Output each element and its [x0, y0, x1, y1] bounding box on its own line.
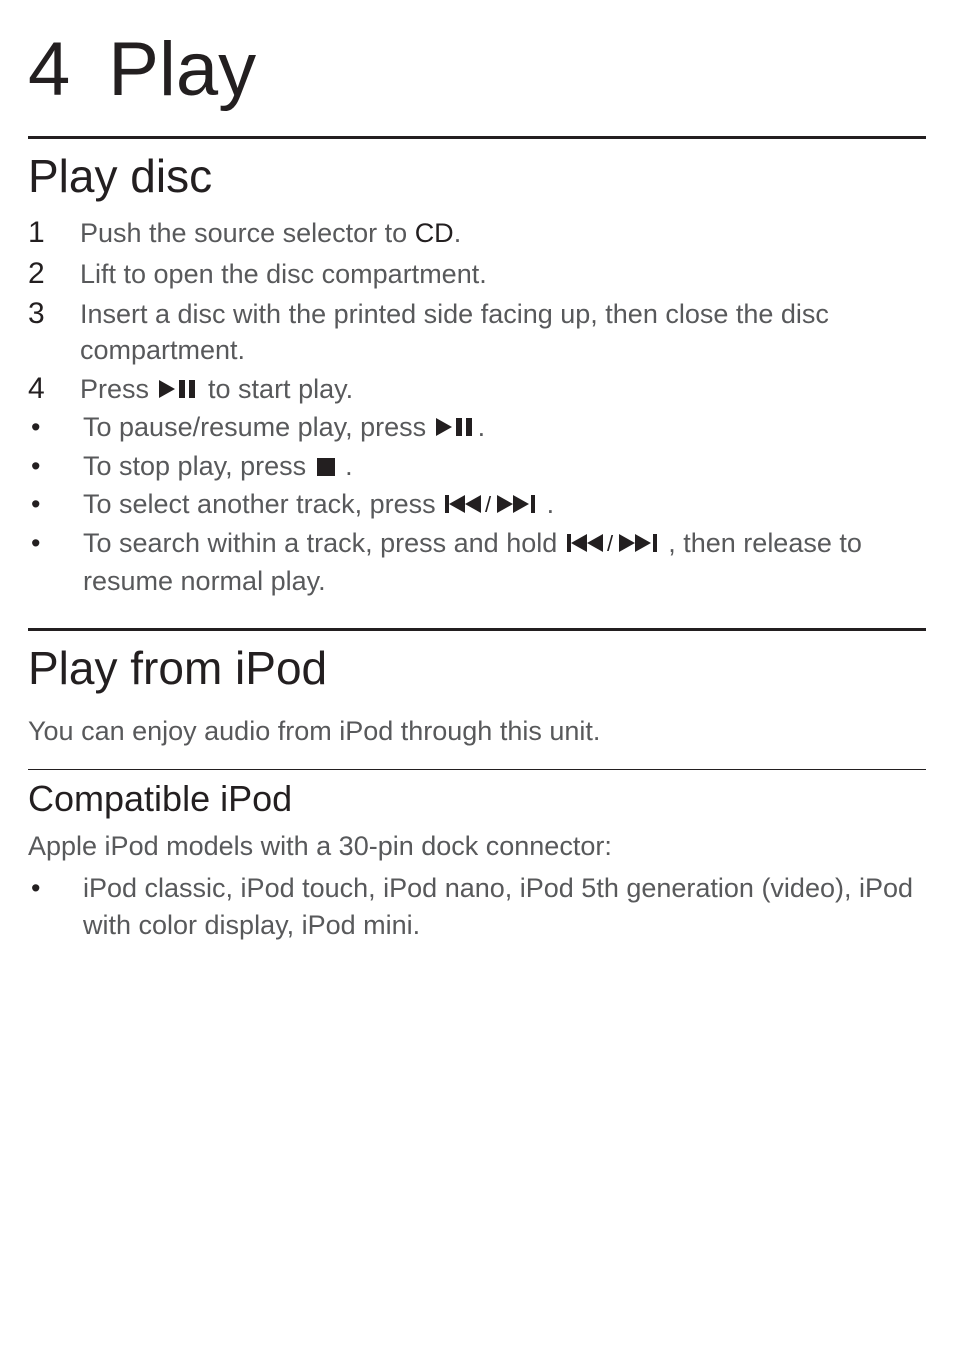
bullet-before: To select another track, press	[83, 489, 443, 519]
bullet-marker: •	[28, 525, 83, 561]
bullet-text: To search within a track, press and hold…	[83, 525, 926, 600]
step-text-strong: CD	[415, 218, 454, 248]
subsection-divider	[28, 769, 926, 770]
section-heading-play-ipod: Play from iPod	[28, 641, 926, 695]
step-text: Insert a disc with the printed side faci…	[80, 296, 926, 369]
step-text-before: Press	[80, 374, 157, 404]
bullet-marker: •	[28, 409, 83, 445]
svg-text:/: /	[607, 532, 614, 554]
bullet-marker: •	[28, 448, 83, 484]
svg-text:/: /	[485, 493, 492, 515]
bullet-before: To search within a track, press and hold	[83, 528, 565, 558]
play-pause-icon	[436, 411, 476, 447]
bullet-search: • To search within a track, press and ho…	[28, 525, 926, 600]
subsection-heading-compatible-ipod: Compatible iPod	[28, 778, 926, 820]
step-4: 4 Press to start play.	[28, 369, 926, 410]
step-2: 2 Lift to open the disc compartment.	[28, 254, 926, 295]
step-1: 1 Push the source selector to CD.	[28, 213, 926, 254]
chapter-title: Play	[108, 32, 256, 108]
step-number: 4	[28, 369, 80, 410]
section-heading-play-disc: Play disc	[28, 149, 926, 203]
play-pause-icon	[159, 373, 199, 409]
prev-next-icon: /	[567, 527, 659, 563]
bullet-stop: • To stop play, press .	[28, 448, 926, 486]
bullet-marker: •	[28, 870, 83, 906]
bullet-after: .	[478, 412, 486, 442]
bullet-after: .	[338, 451, 353, 481]
play-disc-bullets: • To pause/resume play, press . • To sto…	[28, 409, 926, 599]
bullet-before: To pause/resume play, press	[83, 412, 434, 442]
step-3: 3 Insert a disc with the printed side fa…	[28, 294, 926, 369]
bullet-marker: •	[28, 486, 83, 522]
section-divider	[28, 628, 926, 631]
step-text: Push the source selector to CD.	[80, 215, 461, 251]
bullet-track: • To select another track, press / .	[28, 486, 926, 524]
step-number: 3	[28, 294, 80, 335]
bullet-text: To select another track, press / .	[83, 486, 554, 524]
step-text-before: Push the source selector to	[80, 218, 415, 248]
prev-next-icon: /	[445, 488, 537, 524]
step-text-after: .	[454, 218, 462, 248]
bullet-ipod-models: • iPod classic, iPod touch, iPod nano, i…	[28, 870, 926, 943]
bullet-after: .	[539, 489, 554, 519]
chapter-heading: 4 Play	[28, 32, 926, 108]
chapter-number: 4	[28, 32, 70, 108]
bullet-text: iPod classic, iPod touch, iPod nano, iPo…	[83, 870, 926, 943]
step-text: Press to start play.	[80, 371, 353, 409]
step-number: 2	[28, 254, 80, 295]
step-text: Lift to open the disc compartment.	[80, 256, 487, 292]
stop-icon	[316, 450, 336, 486]
bullet-pause: • To pause/resume play, press .	[28, 409, 926, 447]
bullet-text: To stop play, press .	[83, 448, 353, 486]
step-text-after: to start play.	[201, 374, 354, 404]
compatible-ipod-bullets: • iPod classic, iPod touch, iPod nano, i…	[28, 870, 926, 943]
bullet-before: To stop play, press	[83, 451, 314, 481]
step-number: 1	[28, 213, 80, 254]
compatible-ipod-intro: Apple iPod models with a 30-pin dock con…	[28, 828, 926, 864]
ipod-intro: You can enjoy audio from iPod through th…	[28, 713, 926, 749]
play-disc-steps: 1 Push the source selector to CD. 2 Lift…	[28, 213, 926, 409]
bullet-text: To pause/resume play, press .	[83, 409, 485, 447]
section-divider	[28, 136, 926, 139]
